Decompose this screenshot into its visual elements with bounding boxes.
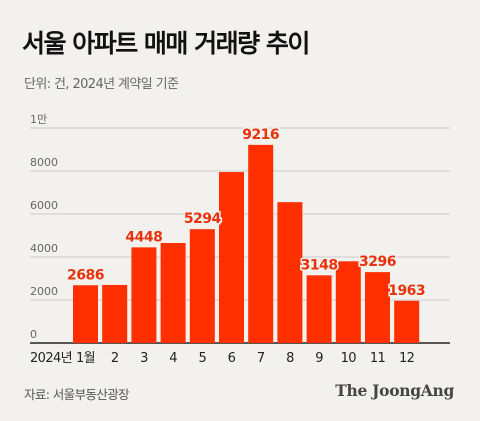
y-tick-label: 1만 [30,113,47,126]
data-label: 9216 [242,127,279,143]
bars [73,144,420,343]
y-tick-label: 4000 [30,242,58,255]
data-label: 1963 [388,283,425,299]
bar-4 [160,243,186,343]
bar-10 [335,261,361,343]
bar-12 [394,300,420,343]
y-tick-label: 8000 [30,156,58,169]
x-tick-label: 9 [315,351,323,366]
brand-logo: The JoongAng [335,381,454,400]
bar-6 [219,172,244,343]
y-tick-label: 6000 [30,199,58,212]
bar-8 [277,202,303,343]
data-label: 4448 [125,229,162,245]
data-label: 3296 [359,254,396,270]
x-tick-label: 3 [140,351,148,366]
bar-5 [189,229,215,343]
data-label: 5294 [184,211,222,227]
bar-1 [73,285,98,343]
x-tick-label: 1월 [76,351,95,366]
axis-ticks: 0 2000 4000 6000 8000 1만 1월 2 3 4 5 6 7 8 9 10 11 12 2024년 [30,113,415,366]
chart-title: 서울 아파트 매매 거래량 추이 [22,29,310,58]
x-tick-label: 2 [111,351,119,366]
data-label: 2686 [67,267,104,283]
x-year-label: 2024년 [30,351,72,366]
x-tick-label: 12 [399,351,414,366]
x-tick-label: 4 [169,351,177,366]
y-tick-label: 0 [30,328,37,341]
x-tick-label: 8 [286,351,294,366]
bar-9 [306,275,332,343]
chart-subtitle: 단위: 건, 2024년 계약일 기준 [24,77,179,92]
bar-7 [248,144,274,343]
bar-11 [365,272,390,343]
x-tick-label: 7 [257,351,265,366]
x-tick-label: 5 [198,351,206,366]
bar-2 [102,284,128,343]
source-note: 자료: 서울부동산광장 [24,387,130,402]
y-tick-label: 2000 [30,285,58,298]
x-tick-label: 6 [228,351,236,366]
x-tick-label: 10 [341,351,357,366]
x-tick-label: 11 [370,351,386,366]
bar-3 [131,247,157,343]
data-label: 3148 [301,257,338,273]
data-labels: 2686 4448 5294 9216 3148 3296 1963 [66,125,428,300]
